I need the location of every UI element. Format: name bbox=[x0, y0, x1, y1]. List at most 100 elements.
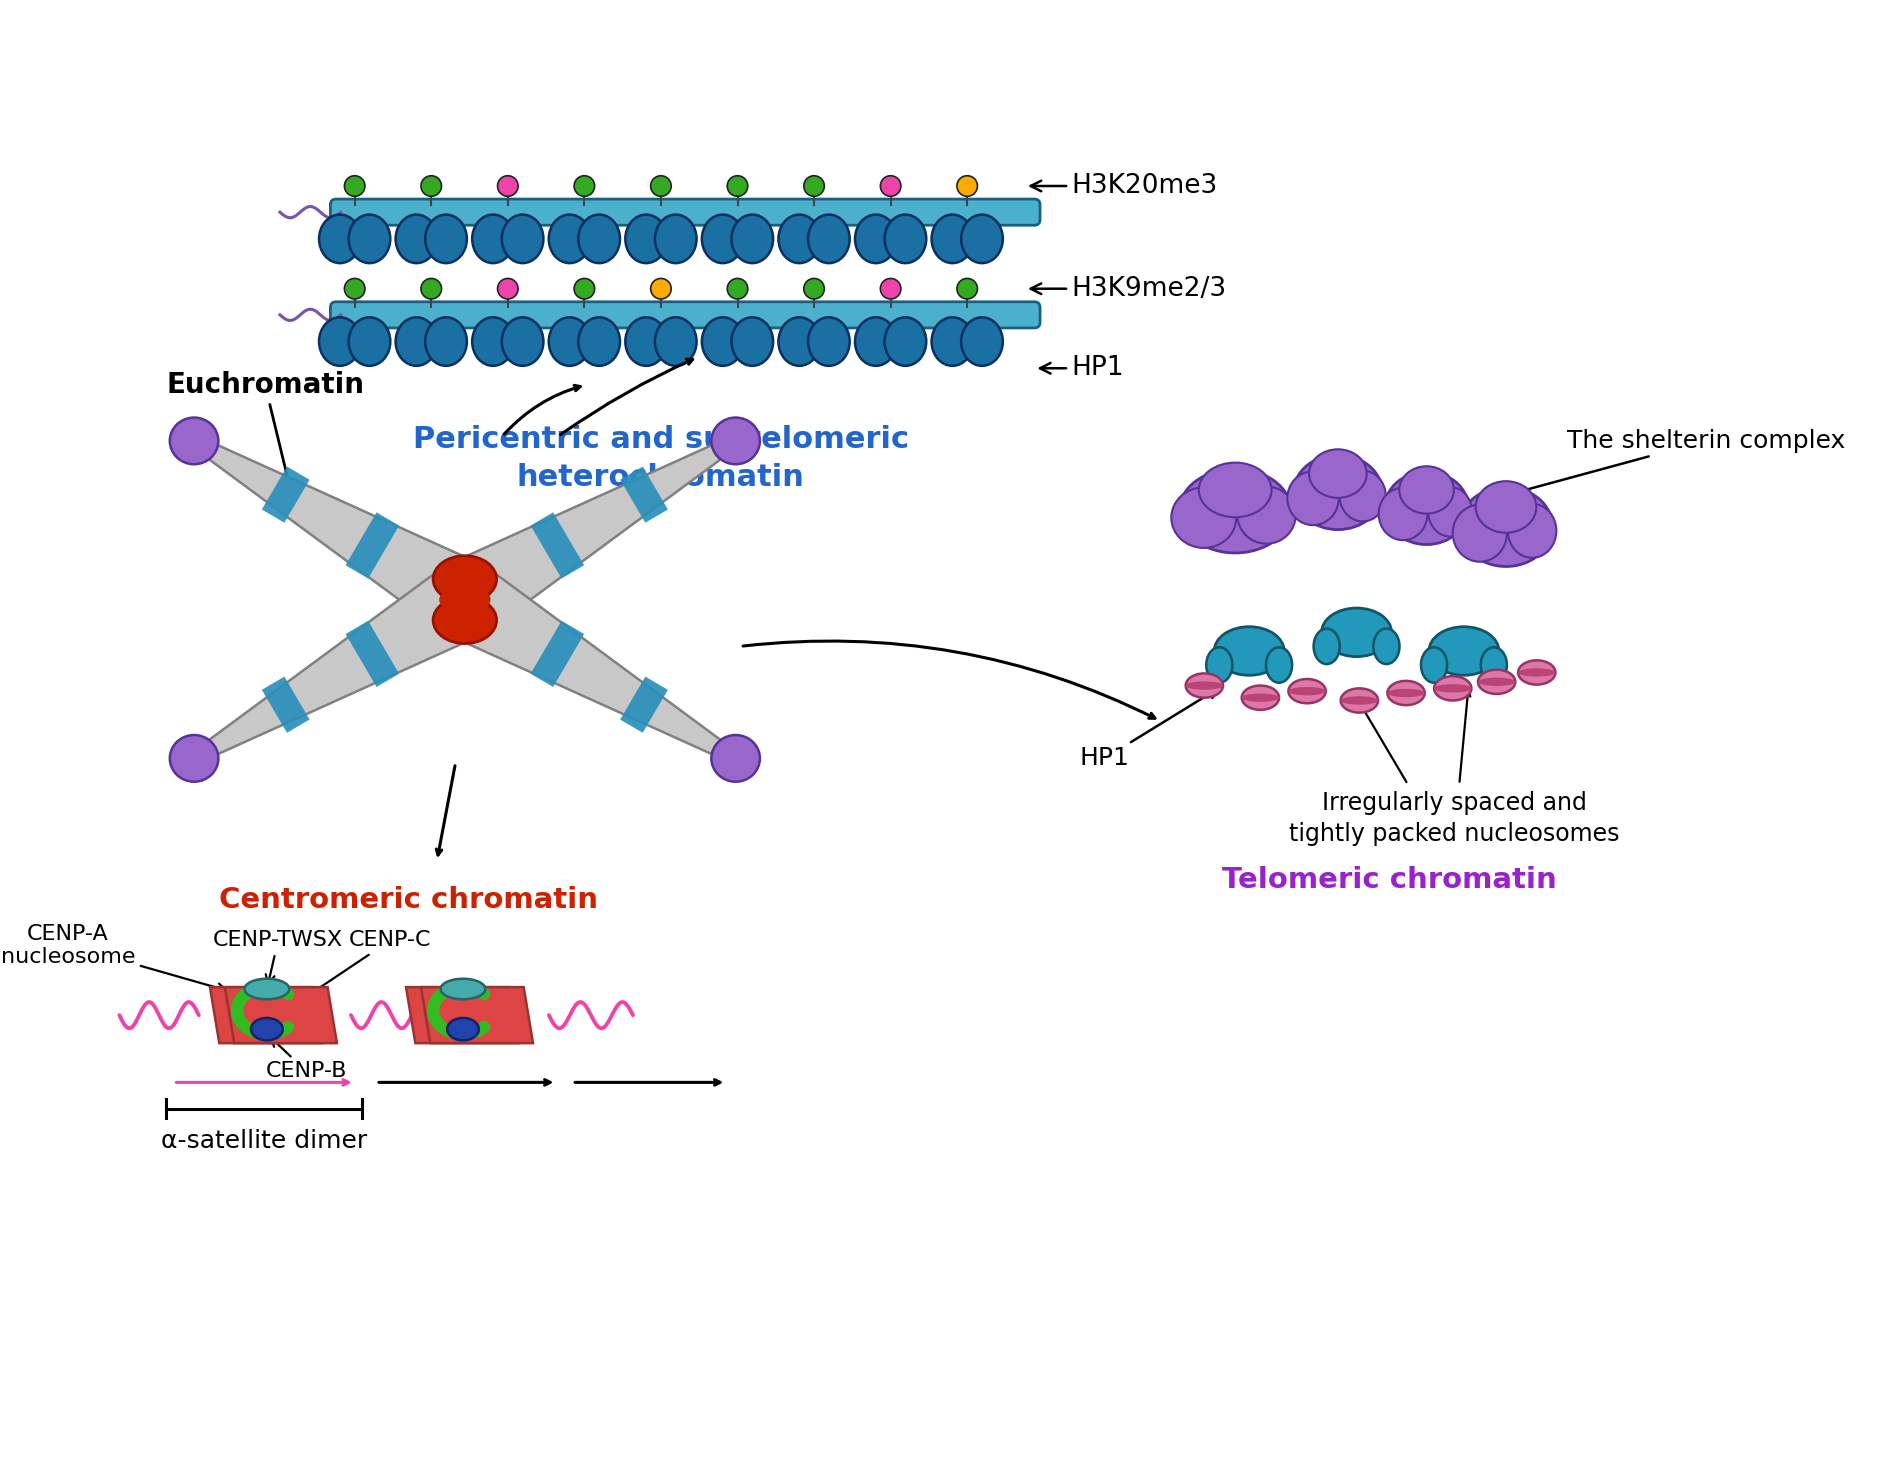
Ellipse shape bbox=[1477, 669, 1515, 694]
Ellipse shape bbox=[1287, 687, 1325, 696]
Ellipse shape bbox=[702, 215, 743, 263]
Ellipse shape bbox=[854, 318, 896, 366]
Ellipse shape bbox=[425, 318, 467, 366]
Circle shape bbox=[497, 278, 518, 299]
Ellipse shape bbox=[433, 556, 497, 603]
Ellipse shape bbox=[1240, 685, 1278, 710]
Circle shape bbox=[422, 278, 440, 299]
Ellipse shape bbox=[1428, 487, 1472, 537]
Ellipse shape bbox=[1214, 627, 1284, 675]
Ellipse shape bbox=[854, 215, 896, 263]
Ellipse shape bbox=[245, 978, 290, 999]
Ellipse shape bbox=[1287, 680, 1325, 703]
Text: CENP-TWSX: CENP-TWSX bbox=[213, 931, 343, 984]
Ellipse shape bbox=[1340, 688, 1378, 712]
Ellipse shape bbox=[1314, 628, 1338, 663]
Ellipse shape bbox=[1340, 696, 1378, 705]
Ellipse shape bbox=[395, 318, 437, 366]
Text: CENP-B: CENP-B bbox=[265, 1037, 346, 1081]
Ellipse shape bbox=[625, 215, 666, 263]
Ellipse shape bbox=[711, 736, 760, 781]
Circle shape bbox=[651, 278, 670, 299]
Ellipse shape bbox=[1421, 647, 1447, 683]
Ellipse shape bbox=[777, 215, 821, 263]
Circle shape bbox=[422, 175, 440, 196]
Circle shape bbox=[344, 278, 365, 299]
Ellipse shape bbox=[1387, 688, 1425, 697]
Circle shape bbox=[881, 175, 900, 196]
Polygon shape bbox=[531, 512, 583, 578]
Text: Telomeric chromatin: Telomeric chromatin bbox=[1221, 866, 1556, 894]
Ellipse shape bbox=[1387, 681, 1425, 705]
Ellipse shape bbox=[1451, 505, 1506, 562]
Ellipse shape bbox=[250, 1018, 282, 1040]
Circle shape bbox=[344, 175, 365, 196]
Ellipse shape bbox=[395, 215, 437, 263]
Ellipse shape bbox=[578, 318, 619, 366]
Text: Pericentric and subtelomeric
heterochromatin: Pericentric and subtelomeric heterochrom… bbox=[412, 425, 909, 493]
Text: Centromeric chromatin: Centromeric chromatin bbox=[218, 887, 598, 915]
Circle shape bbox=[726, 175, 747, 196]
Ellipse shape bbox=[1378, 488, 1427, 540]
Ellipse shape bbox=[1507, 503, 1556, 558]
Polygon shape bbox=[407, 987, 518, 1043]
Ellipse shape bbox=[625, 318, 666, 366]
Ellipse shape bbox=[1434, 677, 1470, 700]
Ellipse shape bbox=[807, 318, 849, 366]
Text: CENP-A
nucleosome: CENP-A nucleosome bbox=[0, 924, 226, 993]
Ellipse shape bbox=[439, 587, 491, 613]
Ellipse shape bbox=[425, 215, 467, 263]
Ellipse shape bbox=[1434, 684, 1470, 693]
Ellipse shape bbox=[472, 318, 514, 366]
Polygon shape bbox=[262, 466, 309, 522]
Ellipse shape bbox=[501, 215, 544, 263]
Ellipse shape bbox=[1321, 608, 1391, 656]
Circle shape bbox=[956, 278, 977, 299]
Ellipse shape bbox=[1477, 678, 1515, 685]
Polygon shape bbox=[224, 987, 337, 1043]
Ellipse shape bbox=[807, 215, 849, 263]
Polygon shape bbox=[444, 435, 738, 634]
Ellipse shape bbox=[730, 318, 774, 366]
Ellipse shape bbox=[960, 215, 1003, 263]
Ellipse shape bbox=[446, 1018, 478, 1040]
Circle shape bbox=[497, 175, 518, 196]
Ellipse shape bbox=[885, 215, 926, 263]
Circle shape bbox=[574, 175, 595, 196]
Circle shape bbox=[574, 278, 595, 299]
Text: H3K20me3: H3K20me3 bbox=[1029, 174, 1218, 199]
FancyBboxPatch shape bbox=[329, 199, 1039, 225]
Polygon shape bbox=[190, 435, 484, 634]
Polygon shape bbox=[346, 621, 399, 687]
Ellipse shape bbox=[1206, 647, 1231, 683]
Text: The shelterin complex: The shelterin complex bbox=[1487, 430, 1844, 502]
Ellipse shape bbox=[1479, 647, 1506, 683]
Ellipse shape bbox=[1308, 449, 1366, 497]
Polygon shape bbox=[190, 566, 484, 763]
Polygon shape bbox=[262, 677, 309, 733]
Ellipse shape bbox=[932, 318, 973, 366]
Ellipse shape bbox=[1372, 628, 1398, 663]
Ellipse shape bbox=[318, 318, 361, 366]
Text: CENP-C: CENP-C bbox=[301, 931, 431, 1000]
Ellipse shape bbox=[1236, 487, 1295, 544]
Polygon shape bbox=[619, 677, 668, 733]
Ellipse shape bbox=[433, 597, 497, 643]
Ellipse shape bbox=[885, 318, 926, 366]
Ellipse shape bbox=[472, 215, 514, 263]
Ellipse shape bbox=[932, 215, 973, 263]
Text: HP1: HP1 bbox=[1039, 356, 1124, 381]
Polygon shape bbox=[444, 566, 738, 763]
Ellipse shape bbox=[501, 318, 544, 366]
Ellipse shape bbox=[1338, 471, 1385, 521]
Ellipse shape bbox=[1517, 660, 1555, 684]
Circle shape bbox=[804, 278, 824, 299]
Ellipse shape bbox=[318, 215, 361, 263]
Ellipse shape bbox=[1186, 681, 1223, 690]
Ellipse shape bbox=[1293, 455, 1381, 530]
Ellipse shape bbox=[348, 215, 390, 263]
Ellipse shape bbox=[1199, 462, 1270, 518]
FancyBboxPatch shape bbox=[329, 302, 1039, 328]
Ellipse shape bbox=[1287, 471, 1338, 525]
Ellipse shape bbox=[1171, 487, 1236, 547]
